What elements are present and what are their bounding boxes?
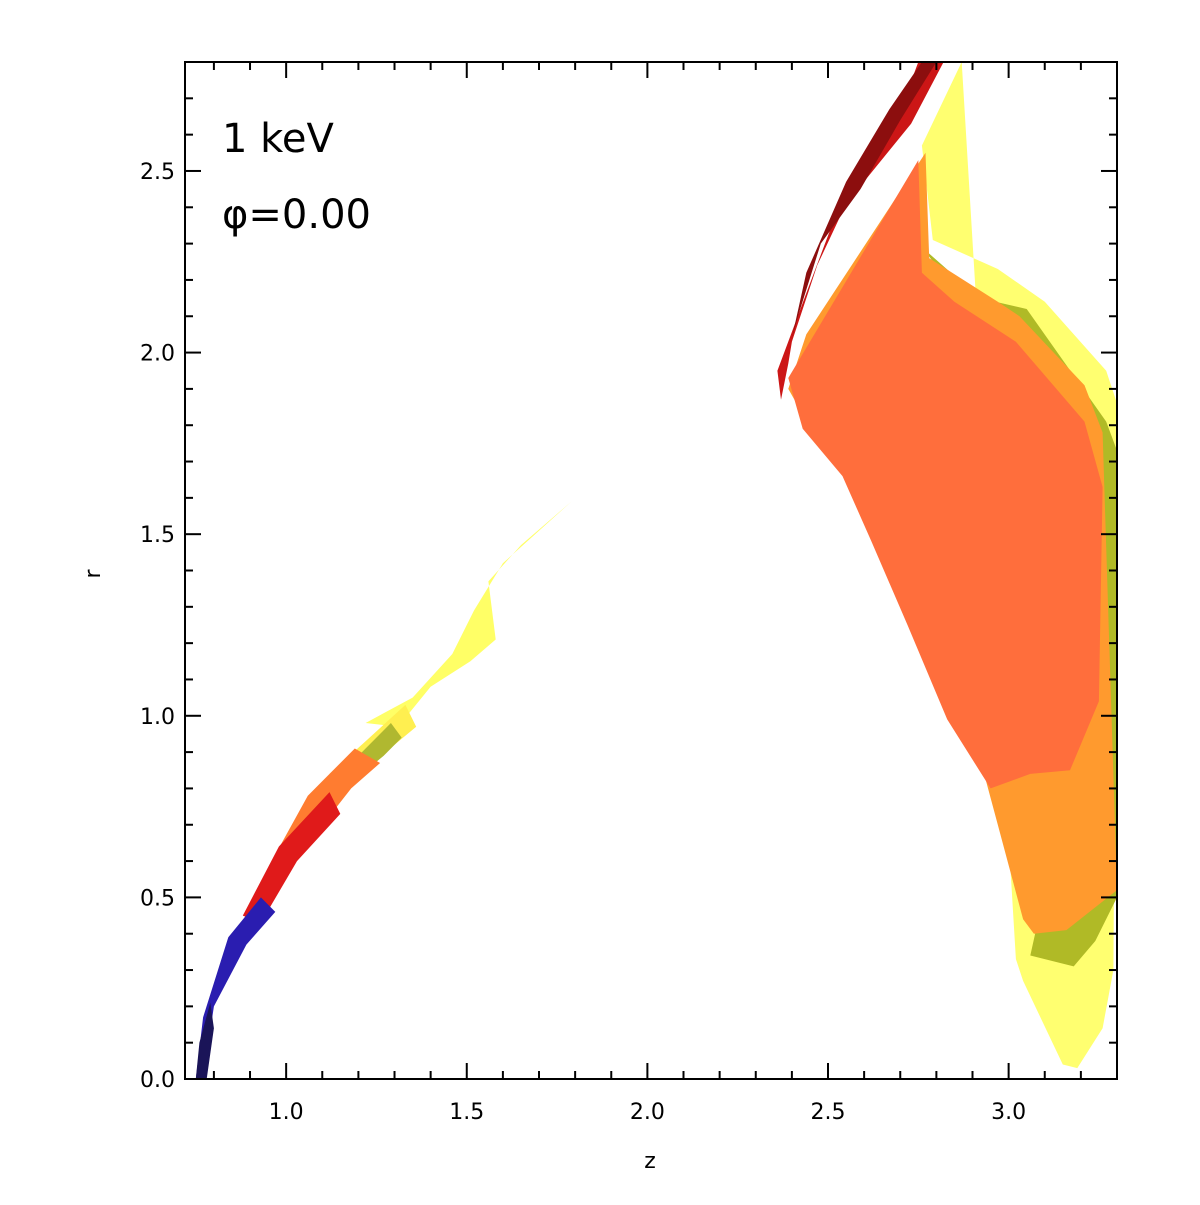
y-tick-label: 1.5: [140, 523, 175, 548]
x-axis-label: z: [644, 1149, 656, 1174]
intensity-region-0: [365, 501, 572, 727]
y-tick-label: 1.0: [140, 705, 175, 730]
x-tick-label: 3.0: [991, 1100, 1026, 1125]
y-tick-label: 0.0: [140, 1068, 175, 1093]
x-tick-label: 2.5: [811, 1100, 846, 1125]
y-axis-label: r: [81, 569, 106, 579]
annotation-energy: 1 keV: [222, 116, 335, 162]
tick-labels: 1.0 1.5 2.0 2.5 3.0 0.0 0.5 1.0 1.5 2.0 2.5: [140, 160, 1026, 1125]
intensity-region-10: [788, 160, 1103, 789]
annotation-phase: φ=0.00: [222, 192, 371, 238]
y-tick-label: 2.5: [140, 160, 175, 185]
x-tick-label: 2.0: [630, 1100, 665, 1125]
x-tick-label: 1.5: [449, 1100, 484, 1125]
intensity-region-6: [195, 1002, 214, 1079]
x-tick-label: 1.0: [269, 1100, 304, 1125]
axis-ticks: [185, 61, 1118, 1080]
y-tick-label: 0.5: [140, 886, 175, 911]
y-tick-label: 2.0: [140, 342, 175, 367]
intensity-map: [195, 62, 1117, 1079]
intensity-region-4: [242, 792, 341, 923]
